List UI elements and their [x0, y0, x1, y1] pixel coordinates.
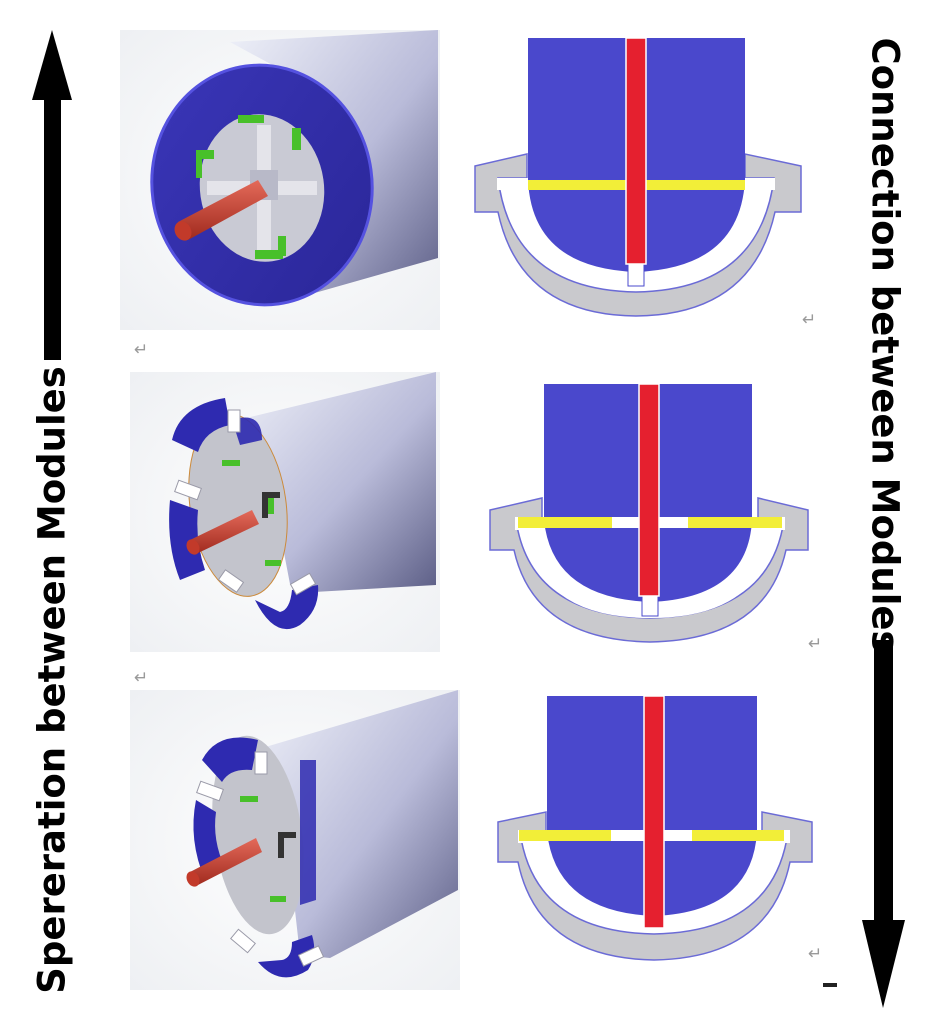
connection-label: Connection between Modules	[863, 37, 907, 653]
render-half-open-module	[130, 372, 440, 652]
dash-mark	[823, 983, 837, 987]
right-arrow	[862, 640, 905, 1008]
section-connected	[474, 37, 802, 317]
paragraph-mark: ↵	[802, 310, 817, 330]
latch-bracket-icon	[196, 115, 301, 259]
render-connected-module	[120, 30, 440, 330]
paragraph-mark: ↵	[808, 634, 823, 654]
section-open	[497, 695, 813, 961]
paragraph-mark: ↵	[134, 340, 149, 360]
paragraph-mark: ↵	[808, 944, 823, 964]
paragraph-mark: ↵	[134, 668, 149, 688]
separation-label: Spereration between Modules	[30, 366, 74, 994]
connecting-rod	[174, 180, 268, 241]
render-open-module	[130, 690, 460, 990]
left-arrow	[32, 30, 72, 360]
section-half-open	[489, 383, 809, 643]
